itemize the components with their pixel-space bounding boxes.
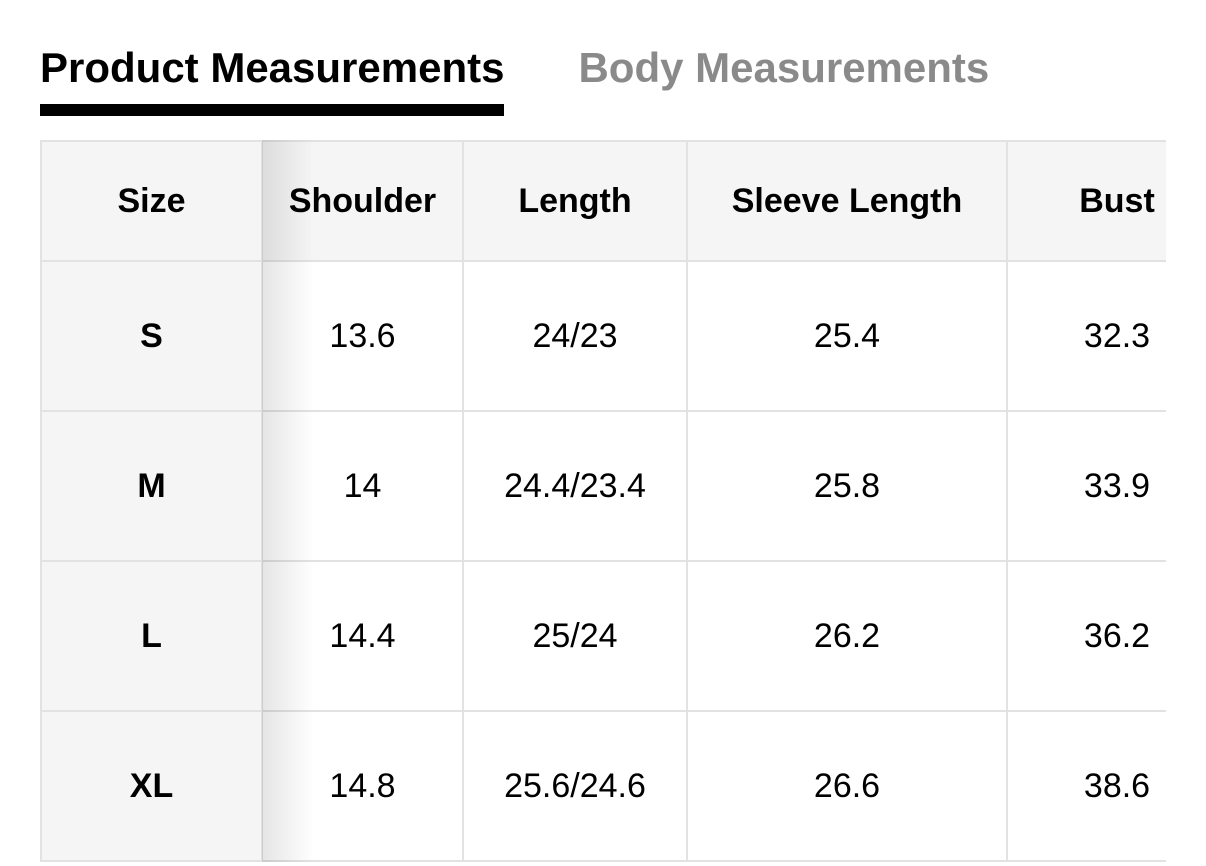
measurement-cell: 25/24	[462, 560, 688, 712]
measurement-cell: 33.9	[1006, 410, 1166, 562]
measurement-cell: 24.4/23.4	[462, 410, 688, 562]
column-header-length: Length	[462, 140, 688, 262]
tab-body-measurements[interactable]: Body Measurements	[578, 44, 990, 91]
column-header-bust: Bust	[1006, 140, 1166, 262]
size-cell: S	[40, 260, 263, 412]
measurement-cell: 14.4	[261, 560, 464, 712]
tab-product-measurements[interactable]: Product Measurements	[40, 47, 505, 116]
size-cell: L	[40, 560, 263, 712]
table-row-s: S 13.6 24/23 25.4 32.3	[40, 260, 1166, 412]
table-row-m: M 14 24.4/23.4 25.8 33.9	[40, 410, 1166, 562]
column-header-size: Size	[40, 140, 263, 262]
measurement-cell: 26.2	[686, 560, 1008, 712]
size-chart-table: Size Shoulder Length Sleeve Length Bust …	[40, 140, 1166, 862]
table-row-xl: XL 14.8 25.6/24.6 26.6 38.6	[40, 710, 1166, 862]
measurement-cell: 14.8	[261, 710, 464, 862]
size-chart-scroll-container[interactable]: Size Shoulder Length Sleeve Length Bust …	[40, 140, 1166, 862]
measurement-cell: 38.6	[1006, 710, 1166, 862]
table-row-l: L 14.4 25/24 26.2 36.2	[40, 560, 1166, 712]
measurement-cell: 36.2	[1006, 560, 1166, 712]
measurement-tabs: Product Measurements Body Measurements	[0, 0, 1206, 116]
size-cell: M	[40, 410, 263, 562]
measurement-cell: 25.8	[686, 410, 1008, 562]
measurement-cell: 25.4	[686, 260, 1008, 412]
measurement-cell: 13.6	[261, 260, 464, 412]
column-header-shoulder: Shoulder	[261, 140, 464, 262]
header-row: Size Shoulder Length Sleeve Length Bust	[40, 140, 1166, 262]
column-header-sleeve-length: Sleeve Length	[686, 140, 1008, 262]
measurement-cell: 25.6/24.6	[462, 710, 688, 862]
measurement-cell: 14	[261, 410, 464, 562]
size-cell: XL	[40, 710, 263, 862]
measurement-cell: 32.3	[1006, 260, 1166, 412]
measurement-cell: 24/23	[462, 260, 688, 412]
measurement-cell: 26.6	[686, 710, 1008, 862]
